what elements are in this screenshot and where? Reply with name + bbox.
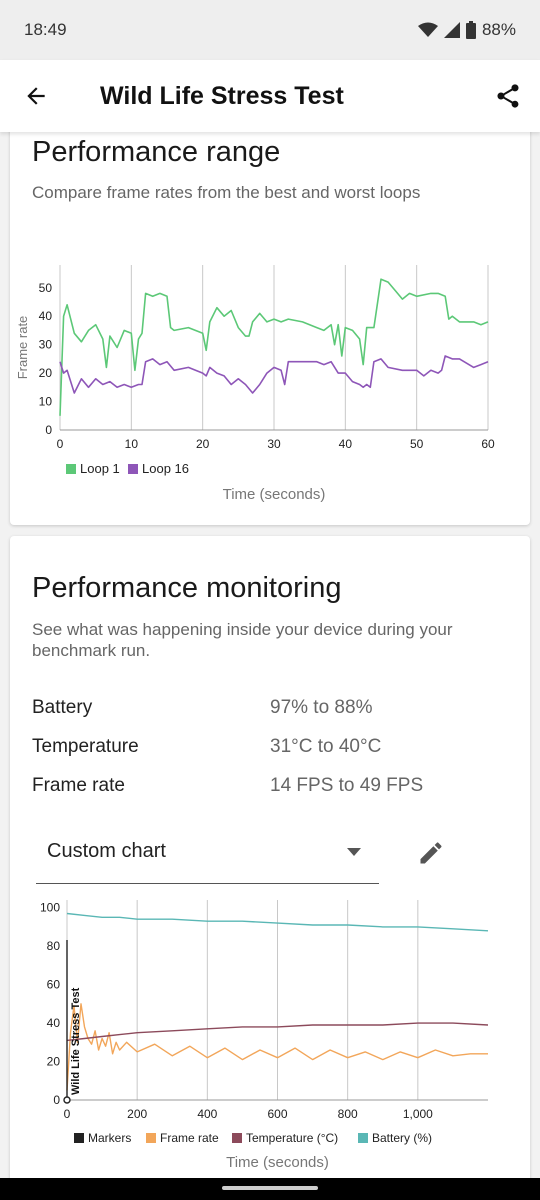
performance-monitoring-subtitle: See what was happening inside your devic… [32, 620, 453, 660]
status-bar: 18:49 88% [0, 0, 540, 60]
series-line-2 [66, 1003, 488, 1091]
info-row-temperature: Temperature 31°C to 40°C [32, 736, 512, 766]
performance-range-title: Performance range [32, 136, 281, 168]
x-tick-label: 1,000 [403, 1107, 433, 1121]
x-tick-label: 0 [64, 1107, 71, 1121]
series-line-1 [59, 278, 489, 416]
legend-label: Frame rate [160, 1131, 219, 1145]
x-tick-label: 10 [125, 437, 139, 451]
y-tick-label: 100 [40, 901, 60, 915]
x-tick-label: 800 [338, 1107, 358, 1121]
status-time: 18:49 [24, 20, 67, 39]
info-label: Frame rate [32, 775, 125, 796]
legend-label: Markers [88, 1131, 131, 1145]
info-label: Battery [32, 697, 93, 718]
arrow-back-icon [27, 87, 45, 105]
legend-swatch [74, 1133, 84, 1143]
legend-swatch [232, 1133, 242, 1143]
dropdown-arrow-icon [347, 848, 361, 856]
wifi-icon [417, 22, 438, 37]
y-tick-label: 40 [39, 309, 53, 323]
y-tick-label: 30 [39, 338, 53, 352]
x-tick-label: 20 [196, 437, 210, 451]
y-tick-label: 10 [39, 395, 53, 409]
home-gesture-handle[interactable] [222, 1186, 318, 1190]
info-value: 31°C to 40°C [270, 736, 382, 757]
legend-swatch [66, 464, 76, 474]
share-icon [497, 84, 519, 108]
legend-label: Loop 1 [80, 461, 120, 476]
x-tick-label: 40 [339, 437, 353, 451]
y-tick-label: 60 [47, 978, 61, 992]
cell-signal-icon [443, 22, 460, 38]
performance-range-card: Performance range Compare frame rates fr… [10, 110, 530, 525]
chart-type-dropdown[interactable]: Custom chart [36, 832, 379, 884]
info-row-battery: Battery 97% to 88% [32, 697, 512, 727]
info-label: Temperature [32, 736, 139, 757]
legend-swatch [358, 1133, 368, 1143]
edit-chart-button[interactable] [414, 836, 448, 870]
x-tick-label: 0 [57, 437, 64, 451]
y-tick-label: 50 [39, 281, 53, 295]
series-line-4 [66, 912, 489, 932]
y-axis-label: Frame rate [15, 316, 30, 380]
legend-label: Battery (%) [372, 1131, 432, 1145]
pencil-edit-icon [420, 842, 442, 864]
y-tick-label: 0 [53, 1093, 60, 1107]
y-tick-label: 80 [47, 939, 61, 953]
system-navigation-bar [0, 1178, 540, 1200]
x-axis-label: Time (seconds) [223, 486, 326, 503]
performance-monitoring-title: Performance monitoring [32, 572, 342, 604]
x-tick-label: 30 [267, 437, 281, 451]
app-bar: Wild Life Stress Test [0, 60, 540, 132]
performance-range-chart: 0 10 20 30 40 50 60 0 10 20 30 40 50 Frame rate Loop 1… [15, 265, 495, 503]
run-marker-point [63, 1096, 71, 1104]
status-icons: 88% [417, 20, 516, 40]
dropdown-selected-value: Custom chart [47, 840, 166, 862]
x-tick-label: 600 [267, 1107, 287, 1121]
legend-label: Loop 16 [142, 461, 189, 476]
x-tick-label: 60 [481, 437, 495, 451]
legend-label: Temperature (°C) [246, 1131, 338, 1145]
y-tick-label: 40 [47, 1016, 61, 1030]
page-title: Wild Life Stress Test [100, 81, 344, 110]
info-value: 97% to 88% [270, 697, 373, 718]
info-row-frame-rate: Frame rate 14 FPS to 49 FPS [32, 775, 512, 805]
x-tick-label: 50 [410, 437, 424, 451]
info-value: 14 FPS to 49 FPS [270, 775, 424, 796]
share-button[interactable] [476, 60, 540, 132]
legend-swatch [146, 1133, 156, 1143]
performance-monitoring-card: Performance monitoring See what was happ… [10, 536, 530, 1200]
battery-icon [465, 21, 476, 39]
series-line-3 [66, 1022, 489, 1042]
x-tick-label: 400 [197, 1107, 217, 1121]
legend-swatch [128, 464, 138, 474]
y-tick-label: 20 [39, 366, 53, 380]
x-axis-label: Time (seconds) [226, 1154, 329, 1171]
run-marker-label: Wild Life Stress Test [70, 987, 82, 1095]
x-tick-label: 200 [127, 1107, 147, 1121]
y-tick-label: 20 [47, 1055, 61, 1069]
back-button[interactable] [0, 60, 72, 132]
y-tick-label: 0 [45, 423, 52, 437]
battery-percent: 88% [481, 20, 516, 39]
performance-monitoring-chart: 0 200 400 600 800 1,000 0 20 40 60 80 100 Wild Life … [40, 900, 489, 1171]
performance-range-subtitle: Compare frame rates from the best and wo… [32, 183, 421, 202]
series-line-2 [59, 355, 489, 394]
